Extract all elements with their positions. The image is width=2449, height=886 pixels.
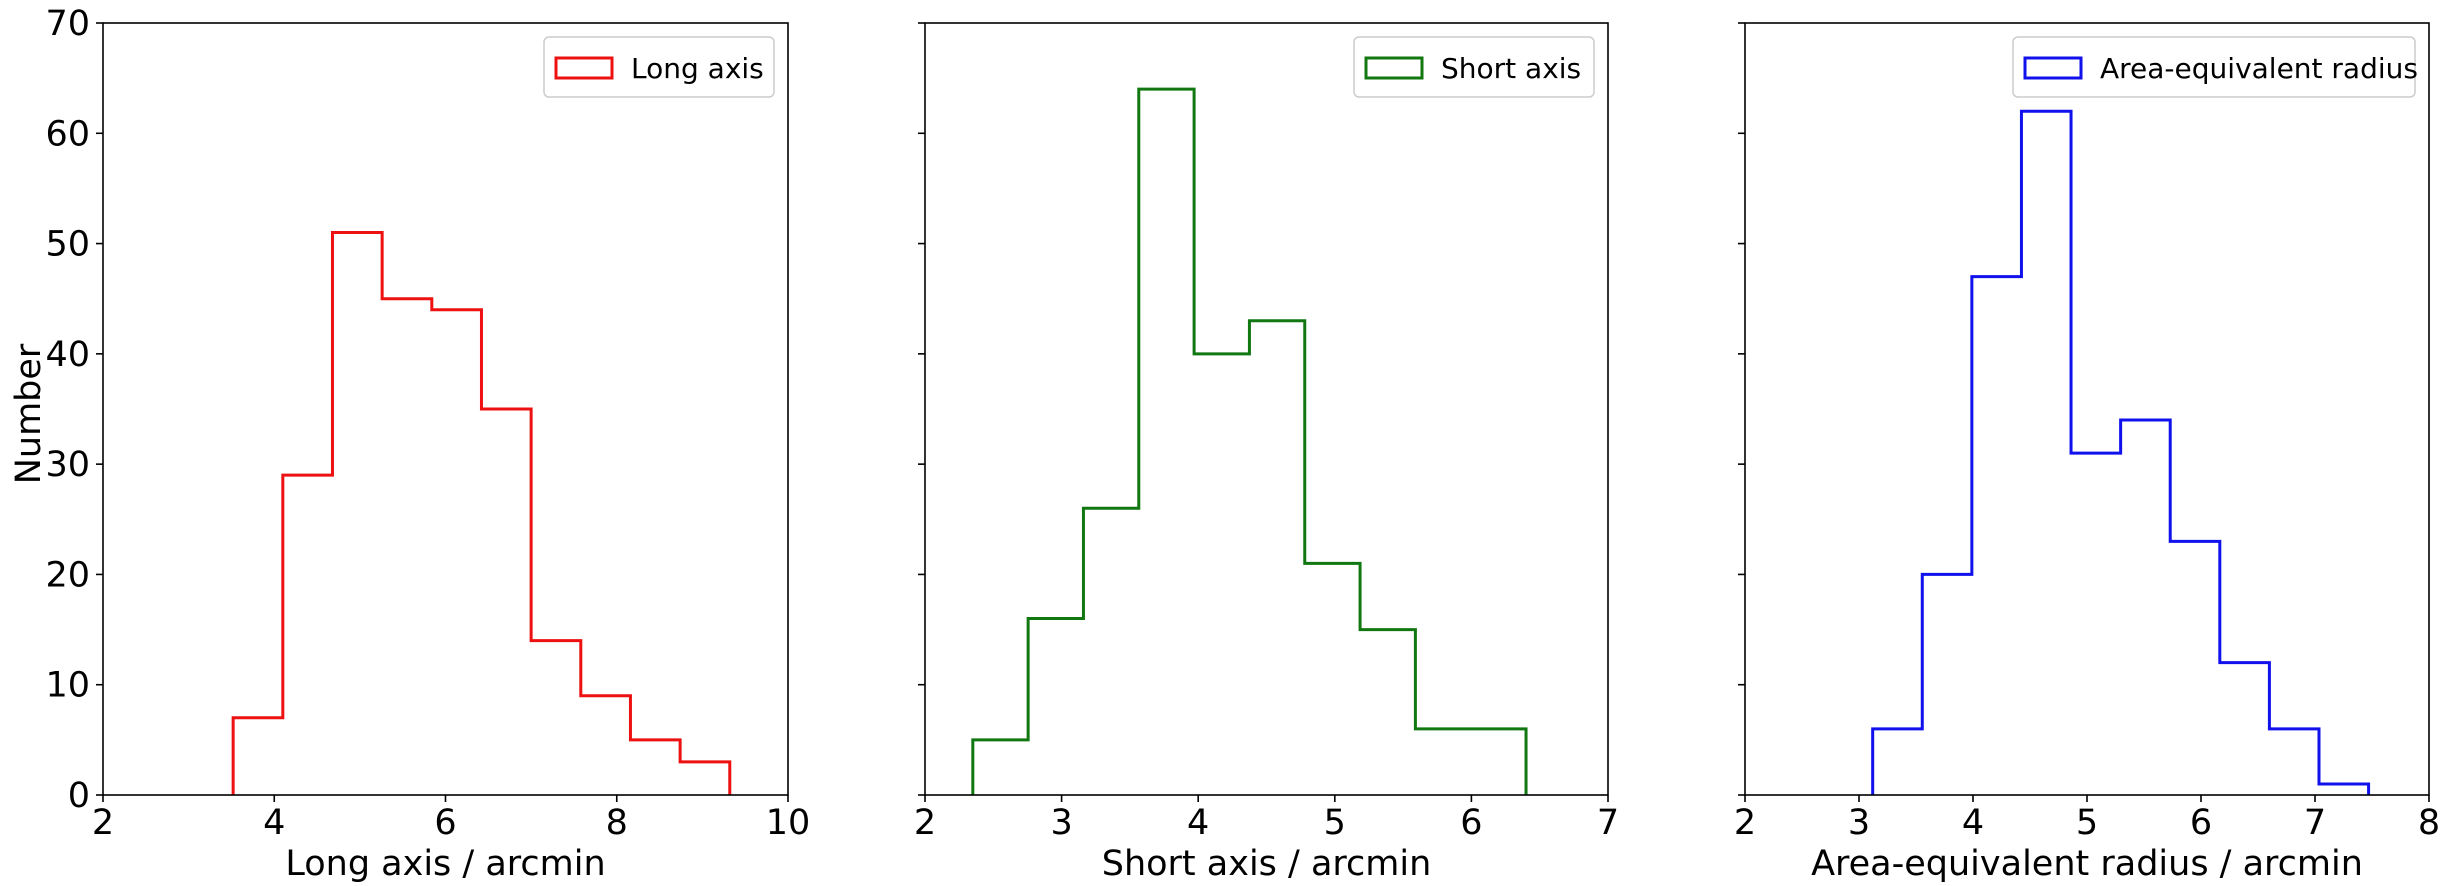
histogram-series-1 [1871,109,2371,795]
x-tick-label: 5 [1324,803,1346,843]
legend-swatch [554,56,614,80]
legend: Long axis [543,36,775,98]
plot-frame [924,22,1609,796]
legend-box [1353,36,1595,98]
legend-label: Area-equivalent radius [2100,52,2418,85]
y-tick-label: 30 [45,445,90,485]
legend: Area-equivalent radius [2012,36,2418,98]
x-tick-label: 4 [1187,803,1209,843]
x-tick-label: 3 [1050,803,1072,843]
x-tick-label: 7 [2304,803,2326,843]
x-tick-label: 7 [1597,803,1619,843]
y-tick-label: 20 [45,555,90,595]
plot-frame [102,22,789,796]
legend-box [543,36,775,98]
chart-panel-1: 2 4 6 8 10 0 10 20 30 40 50 60 70 Long axis / arcmin L… [45,4,810,884]
y-tick-label: 0 [68,776,90,816]
legend-swatch [2023,56,2083,80]
y-tick-label: 50 [45,225,90,265]
y-axis-label: Number [9,343,49,484]
x-tick-label: 4 [263,803,285,843]
legend-box [2012,36,2416,98]
plot-frame [1744,22,2430,796]
y-tick-label: 10 [45,666,90,706]
chart-panel-2: 2 3 4 5 6 7 Short axis / arcmin Short axis [914,22,1619,884]
histogram-series-1 [971,87,1528,795]
histogram-series-1 [231,231,732,795]
x-tick-label: 8 [2418,803,2440,843]
x-tick-label: 2 [1734,803,1756,843]
x-tick-label: 10 [766,803,811,843]
x-tick-label: 6 [434,803,456,843]
legend-swatch [1364,56,1424,80]
x-tick-label: 2 [92,803,114,843]
y-tick-label: 70 [45,4,90,44]
x-tick-label: 3 [1848,803,1870,843]
y-tick-label: 40 [45,335,90,375]
x-tick-label: 4 [1962,803,1984,843]
x-tick-label: 5 [2076,803,2098,843]
legend: Short axis [1353,36,1595,98]
legend-label: Long axis [631,52,764,85]
x-tick-label: 6 [1460,803,1482,843]
x-tick-label: 6 [2190,803,2212,843]
legend-label: Short axis [1441,52,1581,85]
x-axis-label: Short axis / arcmin [1102,844,1432,884]
y-tick-label: 60 [45,114,90,154]
x-axis-label: Long axis / arcmin [285,844,605,884]
x-tick-label: 2 [914,803,936,843]
x-tick-label: 8 [606,803,628,843]
x-axis-label: Area-equivalent radius / arcmin [1811,844,2363,884]
chart-panel-3: 2 3 4 5 6 7 8 Area-equivalent radius / arcmin Ar… [1734,22,2440,884]
